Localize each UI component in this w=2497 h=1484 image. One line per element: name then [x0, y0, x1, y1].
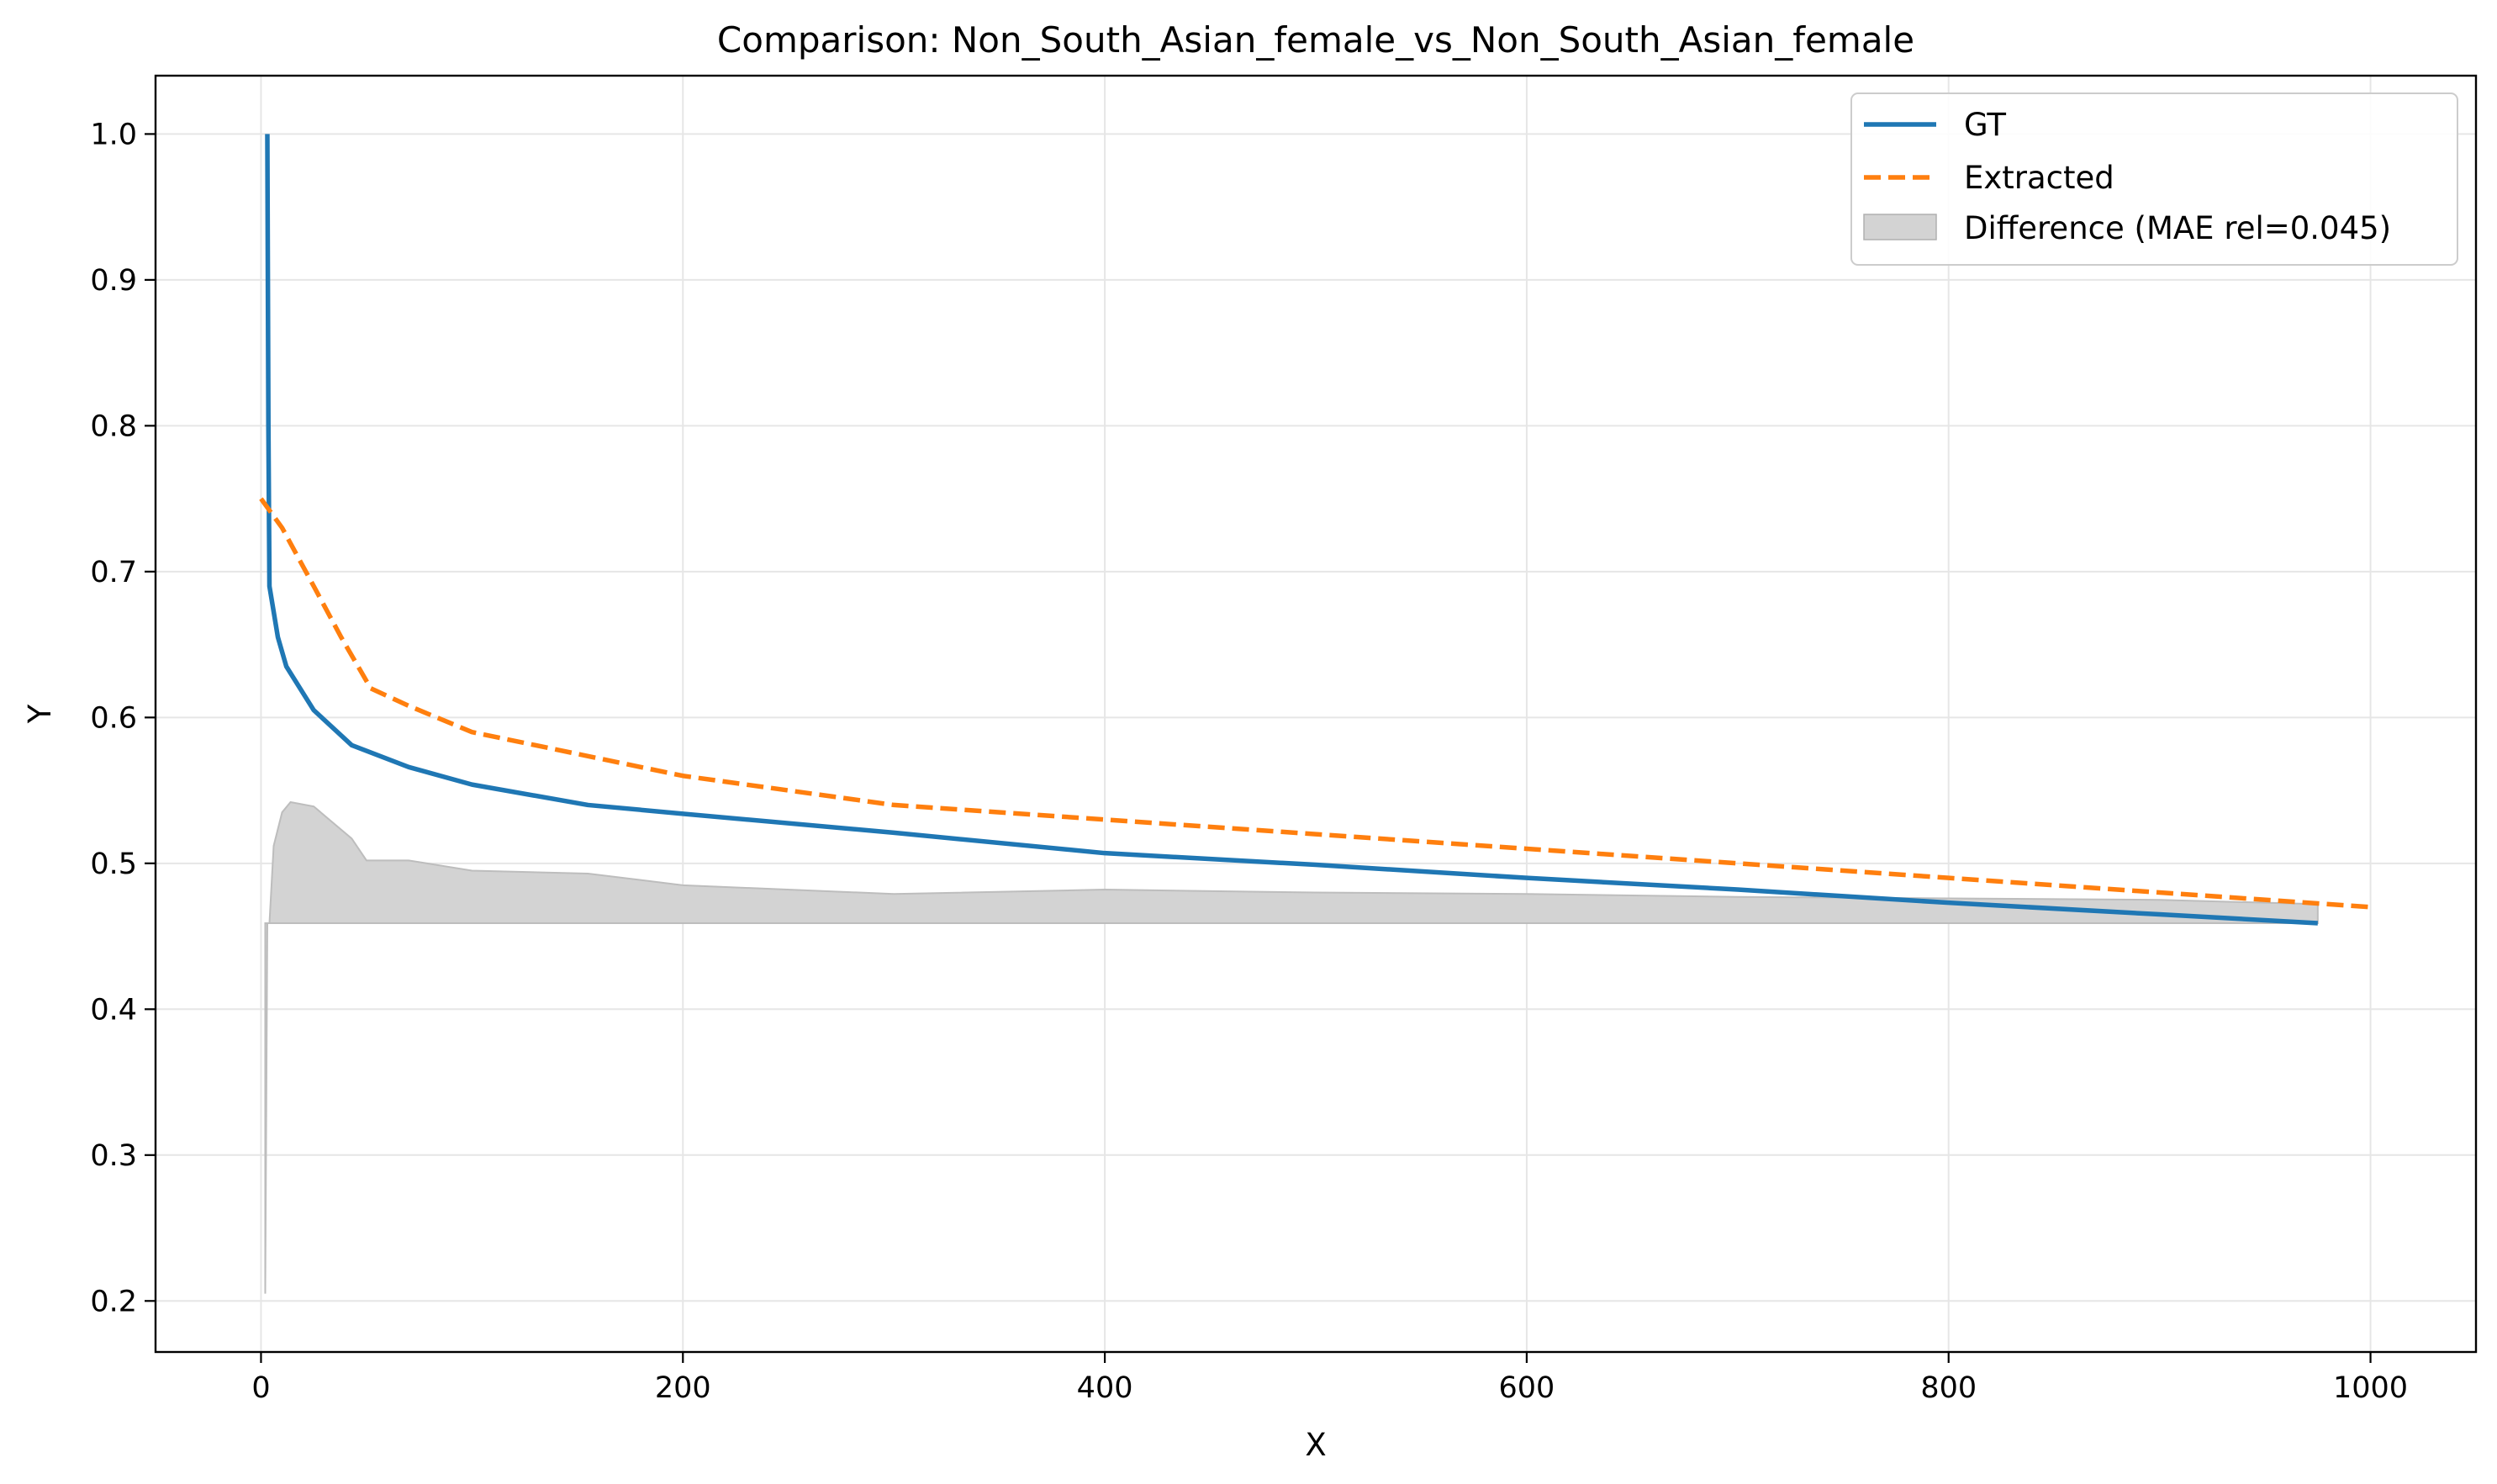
x-tick-label: 800: [1920, 1371, 1977, 1405]
x-tick-label: 600: [1499, 1371, 1555, 1405]
y-tick-label: 1.0: [90, 118, 137, 151]
legend-box: [1850, 92, 2458, 266]
legend-gt-label: GT: [1964, 107, 2006, 143]
y-tick-label: 0.4: [90, 993, 137, 1027]
legend-difference-swatch: [1863, 214, 1937, 240]
x-tick-label: 200: [655, 1371, 711, 1405]
y-axis-label: Y: [22, 704, 58, 724]
y-tick-label: 0.9: [90, 264, 137, 298]
x-tick-label: 1000: [2333, 1371, 2408, 1405]
difference-area: [264, 800, 2319, 1294]
x-axis-label: X: [1305, 1427, 1326, 1463]
y-tick-label: 0.5: [90, 848, 137, 881]
legend: GT Extracted Difference (MAE rel=0.045): [1850, 92, 2458, 266]
x-tick-label: 400: [1077, 1371, 1133, 1405]
y-tick-label: 0.7: [90, 556, 137, 589]
y-tick-label: 0.3: [90, 1139, 137, 1173]
x-axis-ticks: 0 200 400 600 800 1000: [251, 1352, 2408, 1405]
y-tick-label: 0.6: [90, 701, 137, 735]
legend-extracted-label: Extracted: [1964, 160, 2114, 196]
y-axis-ticks: 0.2 0.3 0.4 0.5 0.6 0.7 0.8 0.9 1.0: [90, 118, 156, 1318]
chart-title: Comparison: Non_South_Asian_female_vs_No…: [717, 19, 1914, 61]
difference-area-layer: [264, 800, 2319, 1294]
x-tick-label: 0: [251, 1371, 270, 1405]
y-tick-label: 0.2: [90, 1285, 137, 1318]
plot-frame: [154, 74, 2478, 1354]
legend-difference-label: Difference (MAE rel=0.045): [1964, 210, 2391, 246]
series-line-gt: [265, 134, 2318, 926]
series-layer: [259, 134, 2371, 926]
series-line-extracted: [259, 497, 2371, 910]
y-tick-label: 0.8: [90, 409, 137, 443]
